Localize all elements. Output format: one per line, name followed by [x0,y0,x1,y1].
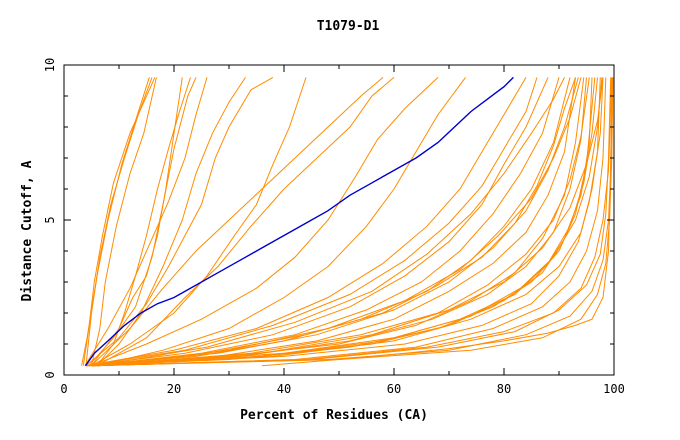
series-line-14 [91,77,439,367]
series-line-19 [85,77,571,367]
series-line-39 [88,77,604,367]
series-line-12 [96,77,395,367]
series-line-8 [84,77,208,366]
series-line-3 [81,77,150,366]
series-line-10 [85,76,274,367]
plot-frame [63,64,615,376]
series-line-9 [96,77,246,367]
series-line-7 [88,77,197,367]
plot-area: 0 20 40 60 80 100 0 5 10 [43,58,625,396]
x-tick-label-20: 20 [167,382,181,396]
series-line-31 [96,77,612,367]
chart-title: T1079-D1 [317,19,380,34]
series-line-40 [96,77,603,367]
series-line-1 [82,77,156,366]
series-line-4 [91,77,157,366]
series-line-16 [85,77,527,367]
y-tick-label-5: 5 [43,216,57,223]
y-tick-label-0: 0 [43,371,57,378]
y-tick-label-10: 10 [43,58,57,72]
x-tick-label-0: 0 [60,382,67,396]
series-line-36 [85,77,538,367]
series-line-38 [91,77,614,367]
series-line-11 [91,77,307,367]
series-line-20 [91,77,576,367]
series-line-17 [85,77,549,367]
series-line-22 [96,77,576,367]
series-line-2 [85,77,153,366]
series-line-29 [85,77,604,367]
x-axis-label: Percent of Residues (CA) [240,408,428,423]
x-tick-label-40: 40 [277,382,291,396]
series-line-21 [91,77,585,367]
series-line-25 [85,77,596,367]
highlight-series-line [84,76,514,367]
series-line-33 [85,77,579,367]
series-line-18 [91,77,560,367]
series-line-32 [91,77,590,367]
x-tick-label-80: 80 [497,382,511,396]
series-line-28 [91,77,607,367]
series-line-37 [96,77,565,367]
series-line-26 [96,77,598,367]
x-tick-label-60: 60 [387,382,401,396]
x-tick-label-100: 100 [603,382,625,396]
series-line-15 [96,77,466,367]
series-line-13 [91,77,384,367]
series-line-23 [88,77,587,367]
series-line-34 [96,77,582,367]
y-axis-label: Distance Cutoff, A [20,160,35,301]
